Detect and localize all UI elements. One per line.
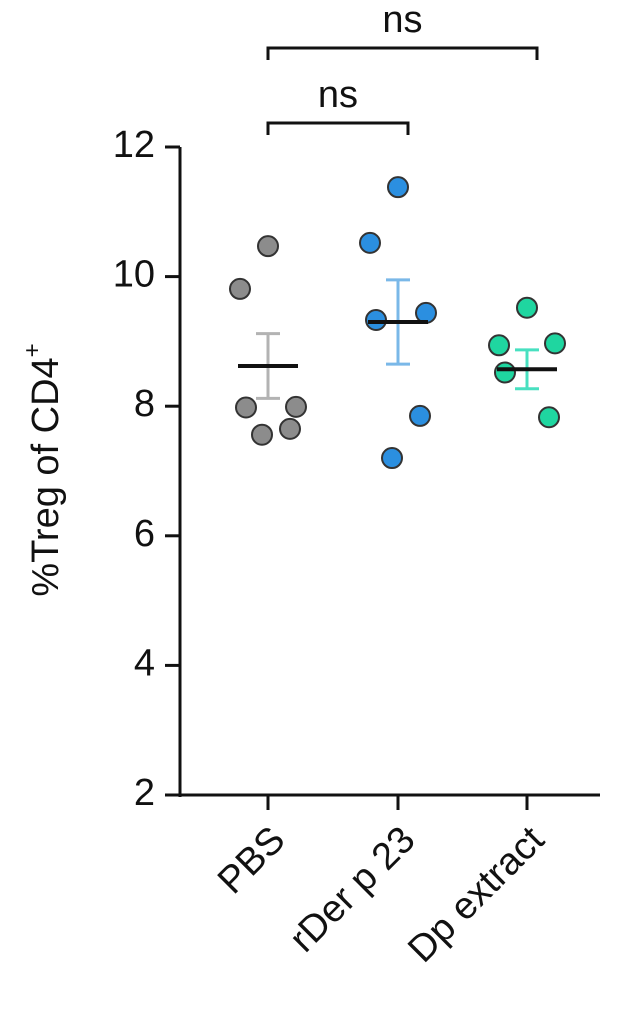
significance-bracket [266,121,410,135]
data-point [538,406,560,429]
data-point [415,301,437,324]
data-point [544,332,566,355]
y-label-sup: + [19,343,46,357]
y-axis-label: %Treg of CD4+ [19,343,67,596]
significance-label: ns [318,74,358,116]
y-tick-label: 12 [113,124,155,166]
y-tick-label: 6 [134,513,155,555]
data-point [257,235,279,258]
data-point [488,334,510,357]
data-point [285,395,307,418]
data-point [279,417,301,440]
y-label-text: %Treg of CD4 [25,357,67,596]
y-tick-label: 10 [113,254,155,296]
data-point [251,423,273,446]
significance-bracket [266,46,539,60]
data-point [409,404,431,427]
significance-label: ns [382,0,422,41]
y-tick-label: 8 [134,383,155,425]
data-point [235,396,257,419]
x-tick-label: Dp extract [400,818,552,970]
data-point [494,361,516,384]
data-point [387,176,409,199]
data-point [359,231,381,254]
x-tick-label: PBS [210,819,293,902]
y-tick-label: 2 [134,772,155,814]
data-point [381,447,403,470]
data-point [516,296,538,319]
data-point [229,277,251,300]
y-tick-label: 4 [134,642,155,684]
